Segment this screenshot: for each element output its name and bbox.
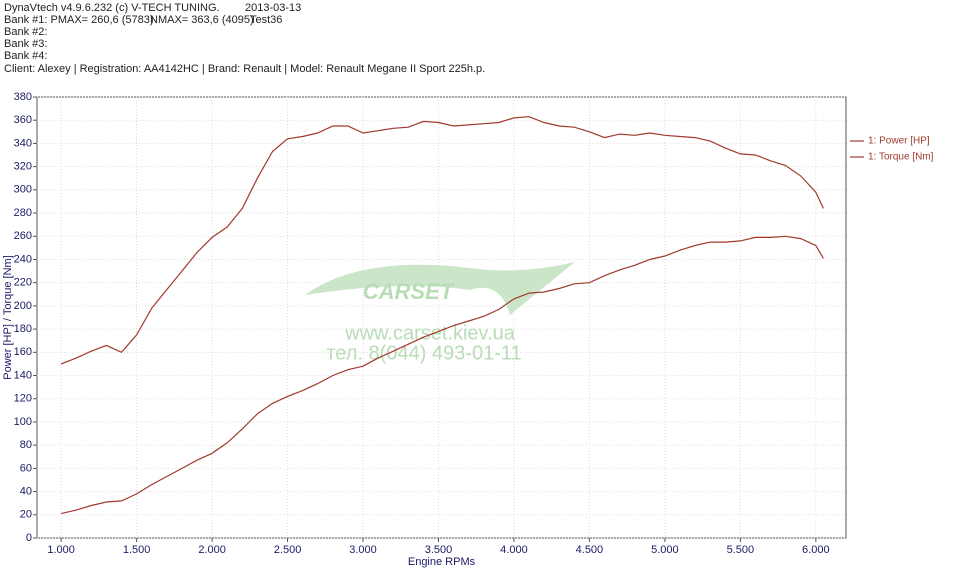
y-tick-label: 200 <box>14 300 32 312</box>
header-text: Bank #3: <box>4 38 47 50</box>
x-tick-label: 5.500 <box>727 544 755 556</box>
y-tick-label: 180 <box>14 323 32 335</box>
x-tick-label: 6.000 <box>802 544 830 556</box>
x-tick-label: 2.000 <box>198 544 226 556</box>
y-tick-label: 0 <box>26 532 32 544</box>
y-tick-label: 40 <box>20 485 32 497</box>
watermark-text: www.carset.kiev.ua <box>344 322 516 344</box>
x-tick-label: 3.000 <box>349 544 377 556</box>
watermark-text: тел. 8(044) 493-01-11 <box>326 342 521 364</box>
x-tick-label: 4.500 <box>576 544 604 556</box>
header-text: Client: Alexey | Registration: AA4142HC … <box>4 63 485 75</box>
x-tick-label: 4.000 <box>500 544 528 556</box>
y-tick-label: 160 <box>14 346 32 358</box>
header-text: DynaVtech v4.9.6.232 (c) V-TECH TUNING. <box>4 2 220 14</box>
x-tick-label: 3.500 <box>425 544 453 556</box>
x-tick-label: 2.500 <box>274 544 302 556</box>
y-tick-label: 140 <box>14 369 32 381</box>
y-axis-label: Power [HP] / Torque [Nm] <box>2 255 14 380</box>
x-tick-label: 5.000 <box>651 544 679 556</box>
y-tick-label: 20 <box>20 509 32 521</box>
y-tick-label: 100 <box>14 416 32 428</box>
y-tick-label: 240 <box>14 253 32 265</box>
y-tick-label: 300 <box>14 184 32 196</box>
series-line <box>60 116 824 365</box>
header-text: 2013-03-13 <box>245 2 301 14</box>
y-tick-label: 360 <box>14 114 32 126</box>
x-tick-label: 1.500 <box>123 544 151 556</box>
header-text: NMAX= 363,6 (4095) <box>150 14 254 26</box>
legend-label: 1: Torque [Nm] <box>868 152 934 163</box>
y-tick-label: 340 <box>14 137 32 149</box>
watermark-logo <box>305 262 575 315</box>
legend-label: 1: Power [HP] <box>868 136 930 147</box>
x-axis-label: Engine RPMs <box>408 556 476 568</box>
y-tick-label: 220 <box>14 277 32 289</box>
y-tick-label: 280 <box>14 207 32 219</box>
y-tick-label: 120 <box>14 393 32 405</box>
header-text: Bank #1: PMAX= 260,6 (5783) <box>4 14 154 26</box>
header-text: Bank #2: <box>4 26 47 38</box>
y-tick-label: 380 <box>14 91 32 103</box>
y-tick-label: 80 <box>20 439 32 451</box>
y-tick-label: 260 <box>14 230 32 242</box>
header-text: Bank #4: <box>4 50 47 62</box>
plot-area <box>36 96 847 539</box>
header-text: Test36 <box>250 14 282 26</box>
series-line <box>60 235 824 515</box>
x-tick-label: 1.000 <box>47 544 75 556</box>
y-tick-label: 60 <box>20 462 32 474</box>
y-tick-label: 320 <box>14 161 32 173</box>
